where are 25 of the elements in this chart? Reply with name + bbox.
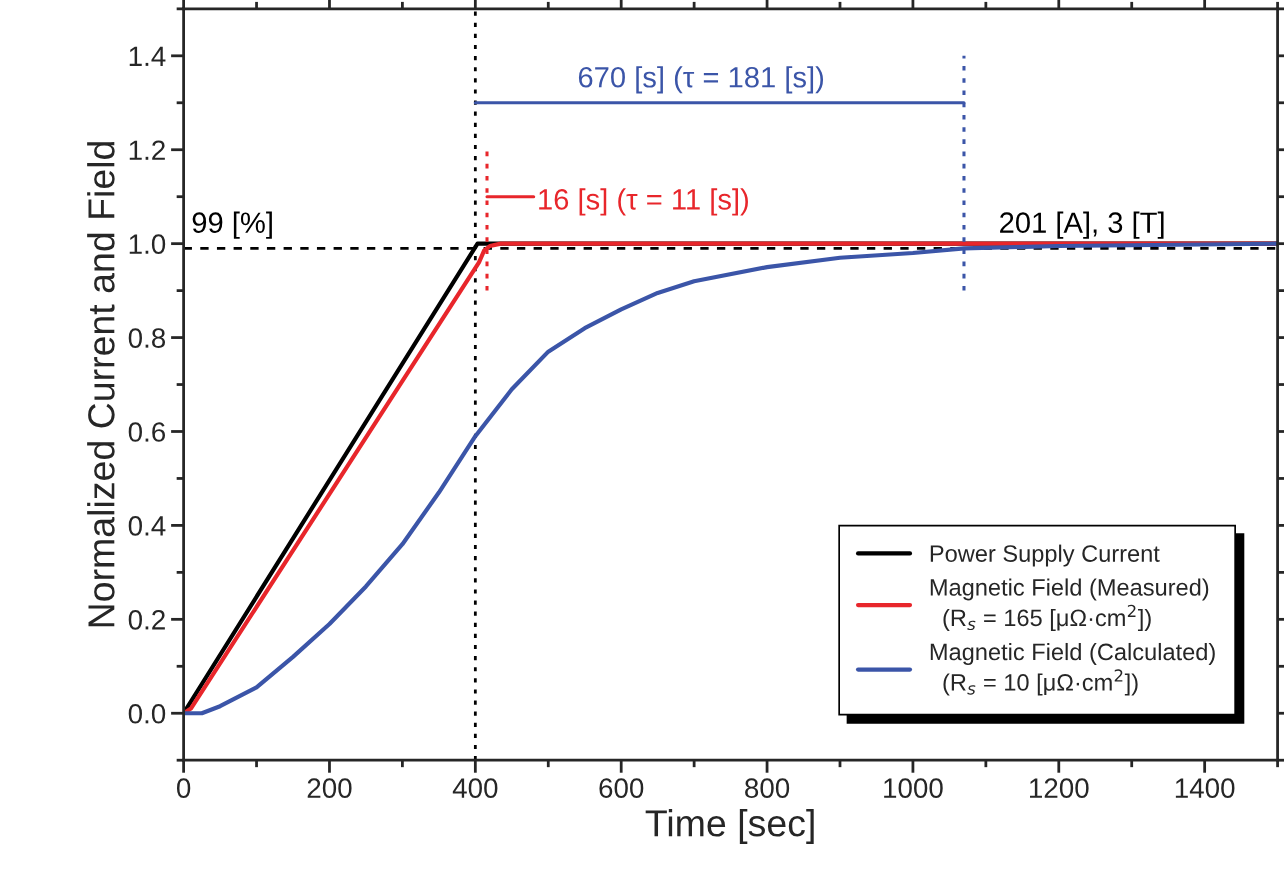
- x-tick-label: 800: [745, 778, 790, 798]
- y-tick-label: 1.2: [129, 140, 165, 160]
- x-tick-label: 600: [599, 778, 644, 798]
- y-tick-label: 0.0: [128, 703, 166, 724]
- x-tick-label: 400: [452, 778, 498, 798]
- x-tick-label: 1400: [1175, 778, 1235, 798]
- x-tick-label: 1200: [1030, 778, 1089, 798]
- annotation: 16 [s] (τ = 11 [s]): [539, 188, 748, 216]
- x-tick-label: 0: [176, 778, 191, 798]
- y-tick-label: 1.4: [129, 46, 166, 66]
- x-tick-label: 200: [307, 778, 352, 798]
- legend-label: Power Supply Current: [930, 544, 1160, 567]
- x-tick-label: 1000: [884, 778, 943, 798]
- y-tick-label: 0.6: [128, 422, 166, 442]
- y-tick-label: 0.8: [128, 328, 166, 348]
- legend-label: Magnetic Field (Calculated) (R$_{s}$ = 10 [μΩ·cm$^{2}$]): [930, 642, 1215, 696]
- y-tick-label: 0.4: [128, 516, 166, 536]
- annotation: 670 [s] (τ = 181 [s]): [578, 66, 824, 94]
- annotation: 201 [A], 3 [T]: [1000, 211, 1164, 239]
- y-tick-label: 0.2: [128, 610, 165, 630]
- x-axis-title: Time [sec]: [645, 809, 814, 844]
- annotation: 99 [%]: [192, 211, 272, 239]
- y-tick-label: 1.0: [129, 234, 166, 254]
- y-axis-title: Normalized Current and Field: [87, 142, 115, 627]
- legend-label: Magnetic Field (Measured) (R$_{s}$ = 165 [μΩ·cm$^{2}$]): [930, 578, 1209, 631]
